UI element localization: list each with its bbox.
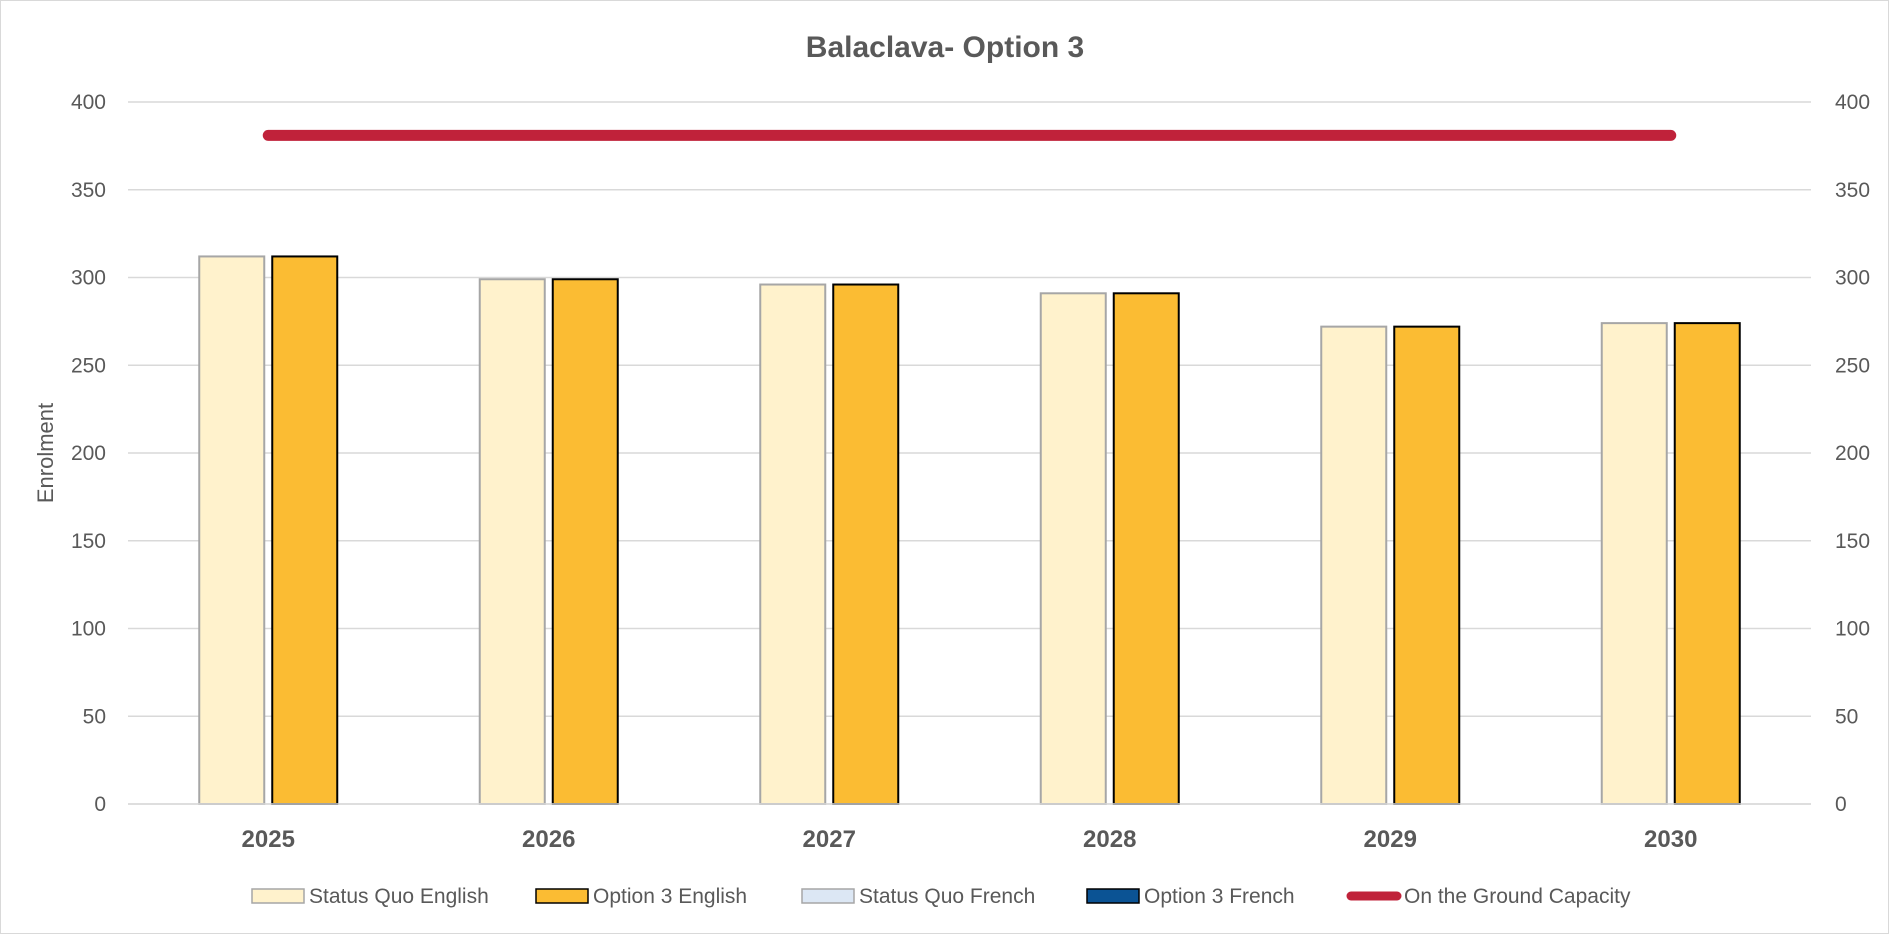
x-tick-label: 2030 (1644, 826, 1697, 853)
legend-swatch (535, 888, 589, 904)
bar-status-quo-english (759, 283, 827, 805)
bar-option-3-english (1673, 322, 1741, 805)
y-tick-label: 300 (71, 267, 106, 290)
chart-title: Balaclava- Option 3 (806, 31, 1084, 64)
y2-tick-label: 50 (1835, 705, 1858, 728)
y-tick-label: 150 (71, 530, 106, 553)
y2-tick-label: 150 (1835, 530, 1870, 553)
y2-tick-label: 0 (1835, 793, 1847, 816)
y2-tick-label: 200 (1835, 442, 1870, 465)
bar-option-3-english (832, 283, 900, 805)
y2-tick-label: 100 (1835, 618, 1870, 641)
y2-tick-label: 300 (1835, 267, 1870, 290)
x-tick-label: 2027 (803, 826, 856, 853)
y-tick-label: 250 (71, 354, 106, 377)
y-tick-label: 350 (71, 179, 106, 202)
y2-tick-label: 400 (1835, 91, 1870, 114)
bar-option-3-english (1393, 325, 1461, 805)
y-tick-label: 400 (71, 91, 106, 114)
bar-option-3-english (1112, 292, 1180, 805)
bar-status-quo-english (198, 255, 266, 805)
x-tick-label: 2026 (522, 826, 575, 853)
legend-label: Option 3 English (593, 885, 747, 908)
legend-label: On the Ground Capacity (1404, 885, 1631, 908)
y2-tick-label: 350 (1835, 179, 1870, 202)
y2-tick-label: 250 (1835, 354, 1870, 377)
legend-label: Status Quo English (309, 885, 489, 908)
y-axis-title: Enrolment (33, 403, 58, 503)
legend-label: Status Quo French (859, 885, 1035, 908)
y-tick-label: 0 (94, 793, 106, 816)
bar-status-quo-english (1600, 322, 1668, 805)
x-tick-label: 2029 (1364, 826, 1417, 853)
x-tick-label: 2028 (1083, 826, 1136, 853)
y-tick-label: 50 (83, 705, 106, 728)
bar-status-quo-english (1039, 292, 1107, 805)
legend-swatch (801, 888, 855, 904)
x-tick-label: 2025 (242, 826, 295, 853)
bar-option-3-english (551, 278, 619, 805)
legend-label: Option 3 French (1144, 885, 1295, 908)
y-tick-label: 100 (71, 618, 106, 641)
bar-status-quo-english (478, 278, 546, 805)
y-tick-label: 200 (71, 442, 106, 465)
bar-option-3-english (271, 255, 339, 805)
bar-status-quo-english (1320, 325, 1388, 805)
legend-swatch (1086, 888, 1140, 904)
legend-swatch (251, 888, 305, 904)
